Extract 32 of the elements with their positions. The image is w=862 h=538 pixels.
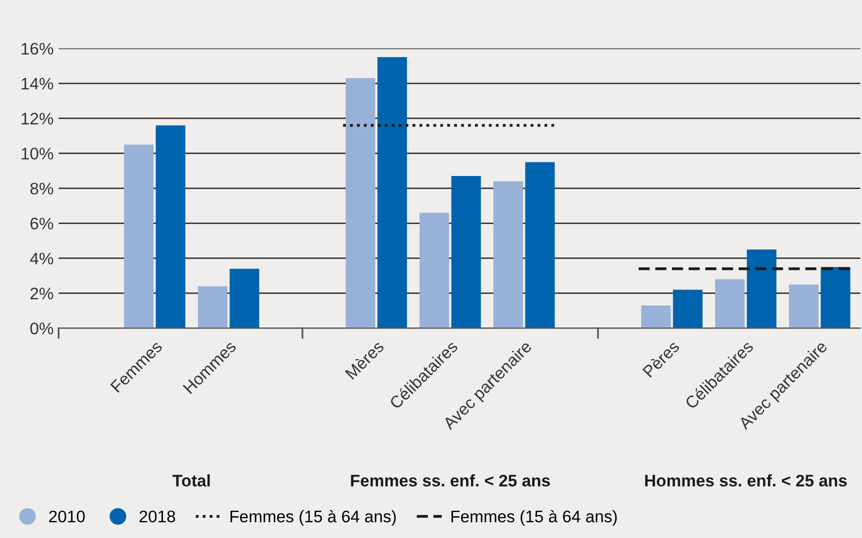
bar — [525, 162, 555, 328]
y-tick-label: 2% — [30, 288, 54, 300]
bar — [124, 144, 154, 328]
text: Total — [172, 474, 210, 487]
bar — [377, 57, 407, 328]
bar — [230, 268, 260, 328]
bar — [641, 305, 671, 328]
y-tick-label: 8% — [30, 182, 54, 195]
bar — [788, 284, 819, 328]
bar — [198, 286, 228, 328]
y-tick-label: 16% — [22, 42, 54, 55]
y-tick-label: 14% — [22, 78, 54, 90]
bar — [746, 250, 776, 328]
legend-label: 2018 — [140, 510, 176, 522]
bar — [451, 176, 481, 328]
y-tick-label: 12% — [22, 112, 54, 124]
bar — [346, 78, 376, 328]
bar — [715, 279, 745, 328]
legend-label: Femmes (15 à 64 ans) — [230, 510, 396, 526]
bar — [156, 125, 186, 328]
bar — [493, 181, 523, 328]
y-tick-label: 6% — [30, 218, 54, 230]
y-tick-label: 0% — [30, 322, 54, 334]
text: Femmes ss. enf. < 25 ans — [351, 474, 550, 487]
y-tick-label: 4% — [30, 252, 54, 264]
bar — [672, 290, 703, 328]
legend-label: 2010 — [49, 510, 85, 522]
bar — [820, 266, 850, 328]
text: Hommes ss. enf. < 25 ans — [645, 474, 847, 487]
legend-label: Femmes (15 à 64 ans) — [451, 510, 617, 526]
bar — [420, 212, 450, 328]
y-tick-label: 10% — [22, 148, 54, 160]
